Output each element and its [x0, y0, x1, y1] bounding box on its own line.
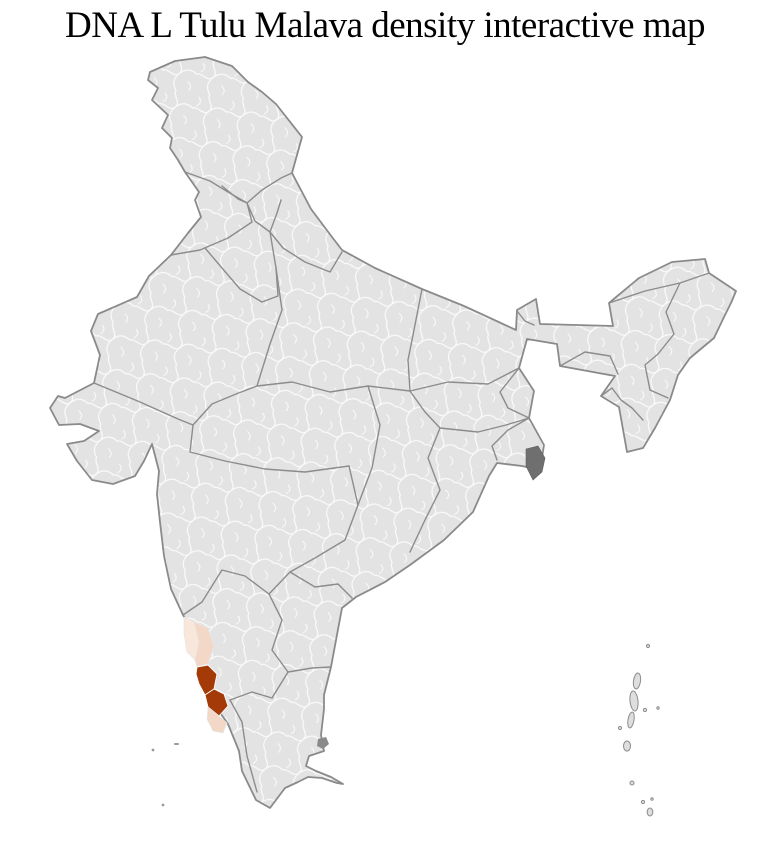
page-title: DNA L Tulu Malava density interactive ma…	[65, 5, 705, 46]
dense-district-patch-southeast[interactable]	[317, 737, 329, 749]
district-medium-density-north[interactable]	[193, 621, 215, 668]
district-medium-density-south[interactable]	[206, 706, 228, 734]
west-coast-islets	[151, 743, 179, 807]
andaman-nicobar-islands	[617, 644, 660, 817]
state-borders	[93, 171, 710, 793]
highlighted-districts	[183, 616, 229, 734]
dense-district-patch-east[interactable]	[525, 445, 546, 481]
